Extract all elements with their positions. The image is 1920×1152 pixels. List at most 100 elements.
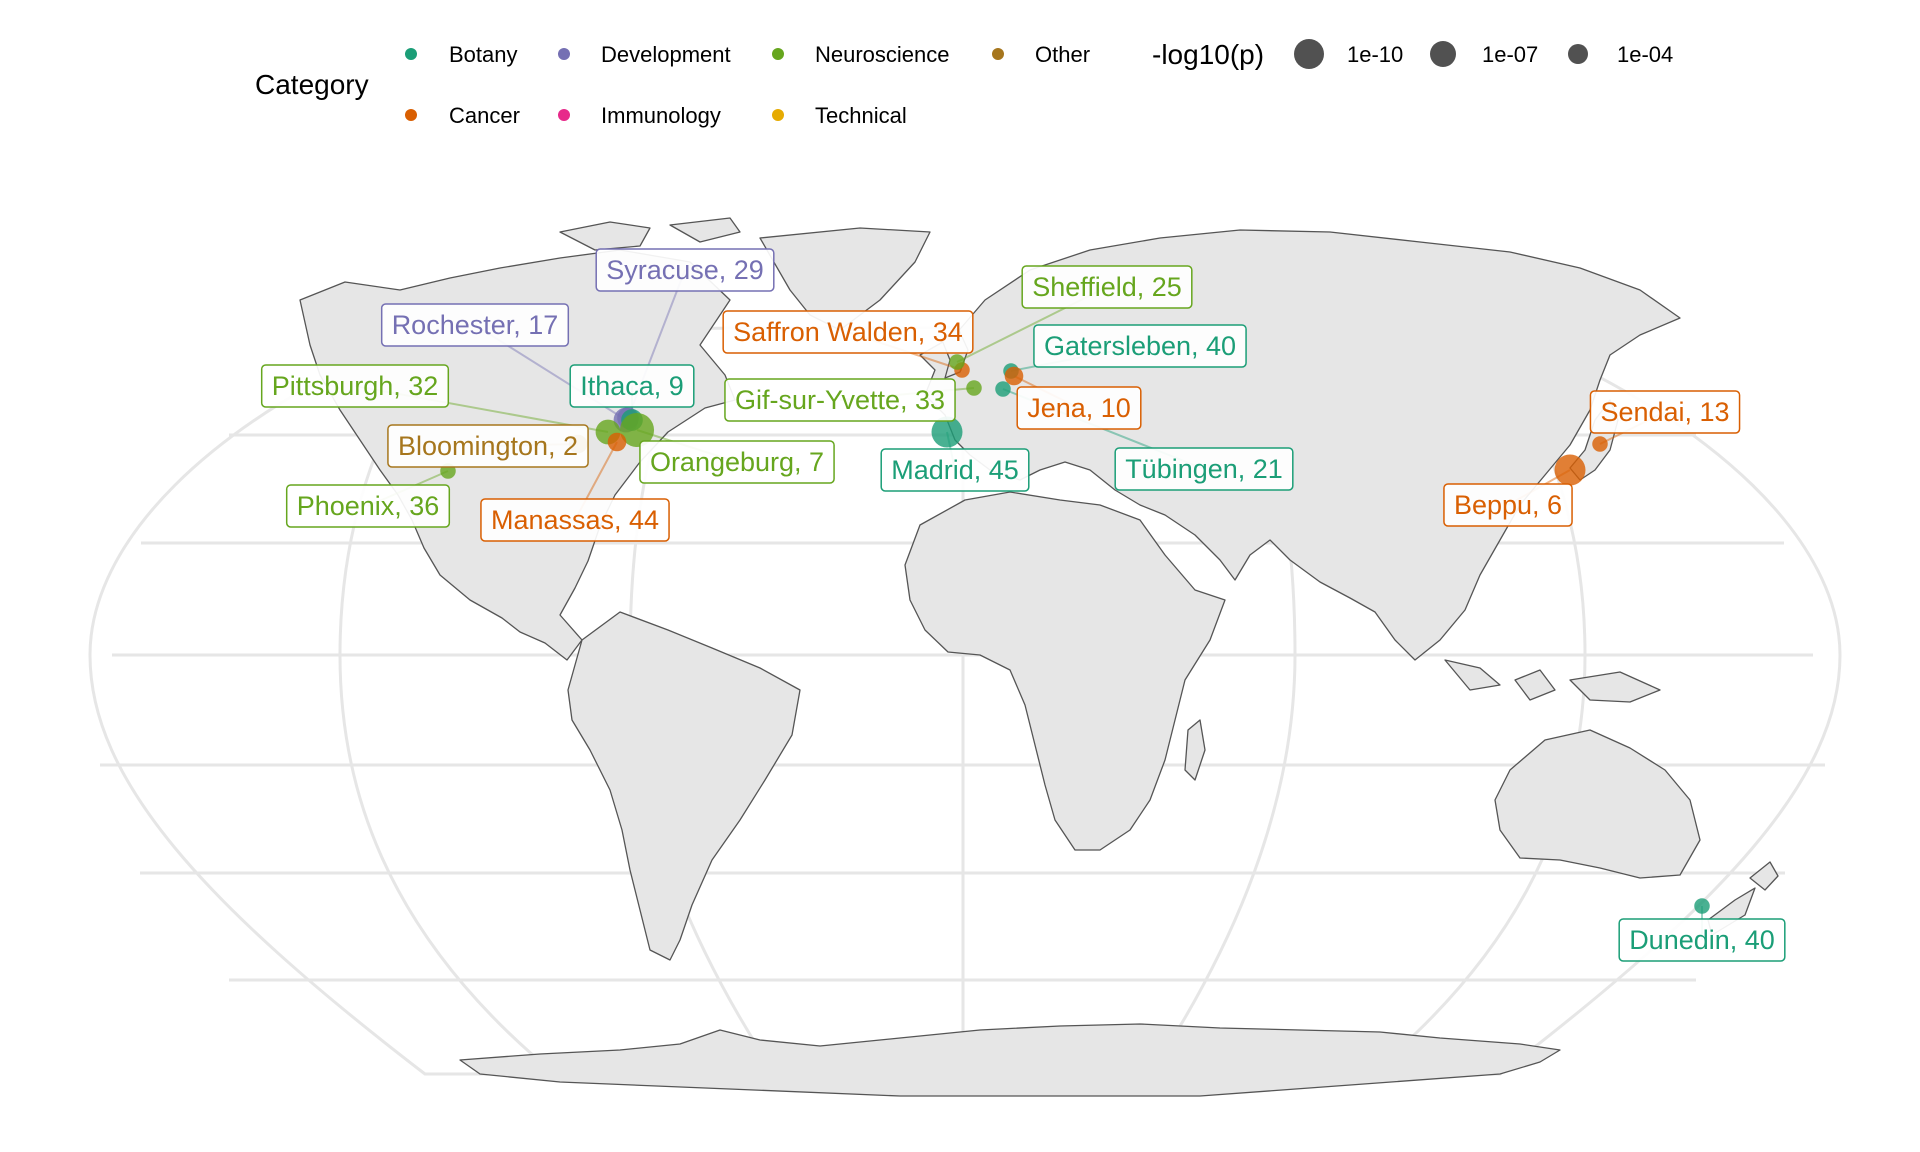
city-label-box-ithaca <box>569 364 695 408</box>
legend-size-dot-1e-07 <box>1430 41 1456 67</box>
city-point-dunedin[interactable] <box>1694 898 1710 914</box>
city-label-manassas: Manassas, 44 <box>480 498 670 542</box>
legend: Category Botany Development Neuroscience… <box>255 39 1673 128</box>
land-greenland <box>759 227 931 331</box>
city-label-text-orangeburg: Orangeburg, 7 <box>650 447 824 477</box>
legend-item-neuroscience: Neuroscience <box>772 42 950 67</box>
legend-swatch-technical <box>772 109 784 121</box>
legend-swatch-botany <box>405 48 417 60</box>
city-label-dunedin: Dunedin, 40 <box>1618 918 1786 962</box>
legend-size-item-1e-10: 1e-10 <box>1294 39 1403 69</box>
city-point-manassas[interactable] <box>607 432 627 452</box>
land-australia <box>1494 729 1701 879</box>
legend-size-label-1e-04: 1e-04 <box>1617 42 1673 67</box>
city-label-box-manassas <box>480 498 670 542</box>
city-label-t-bingen: Tübingen, 21 <box>1114 447 1294 491</box>
city-label-bloomington: Bloomington, 2 <box>387 424 589 468</box>
city-label-beppu: Beppu, 6 <box>1443 483 1573 527</box>
city-label-box-jena <box>1016 386 1142 430</box>
city-label-box-sheffield <box>1021 265 1193 309</box>
land-south-america <box>567 611 801 961</box>
city-label-text-sendai: Sendai, 13 <box>1600 397 1729 427</box>
city-label-text-bloomington: Bloomington, 2 <box>398 431 578 461</box>
land-indonesia <box>1444 659 1661 703</box>
city-label-text-sheffield: Sheffield, 25 <box>1032 272 1182 302</box>
city-label-gif-sur-yvette: Gif-sur-Yvette, 33 <box>724 378 956 422</box>
city-label-box-orangeburg <box>639 440 835 484</box>
city-label-box-syracuse <box>595 248 775 292</box>
legend-label-cancer: Cancer <box>449 103 520 128</box>
city-label-text-gif-sur-yvette: Gif-sur-Yvette, 33 <box>735 385 945 415</box>
city-point-t-bingen[interactable] <box>995 381 1011 397</box>
city-point-orangeburg[interactable] <box>619 412 655 448</box>
city-point-sendai[interactable] <box>1592 436 1608 452</box>
legend-size-item-1e-07: 1e-07 <box>1430 41 1538 67</box>
city-label-text-gatersleben: Gatersleben, 40 <box>1044 331 1236 361</box>
legend-label-technical: Technical <box>815 103 907 128</box>
legend-swatch-development <box>558 48 570 60</box>
city-label-box-pittsburgh <box>260 364 450 408</box>
city-label-madrid: Madrid, 45 <box>880 448 1030 492</box>
legend-label-development: Development <box>601 42 731 67</box>
legend-label-other: Other <box>1035 42 1090 67</box>
city-point-gif-sur-yvette[interactable] <box>966 380 982 396</box>
legend-label-neuroscience: Neuroscience <box>815 42 950 67</box>
legend-item-botany: Botany <box>405 42 518 67</box>
city-label-box-gif-sur-yvette <box>724 378 956 422</box>
legend-swatch-cancer <box>405 109 417 121</box>
city-label-box-phoenix <box>285 484 451 528</box>
legend-swatch-other <box>992 48 1004 60</box>
legend-item-immunology: Immunology <box>558 103 721 128</box>
city-label-text-beppu: Beppu, 6 <box>1454 490 1562 520</box>
city-label-orangeburg: Orangeburg, 7 <box>639 440 835 484</box>
city-label-box-gatersleben <box>1033 324 1247 368</box>
city-label-text-dunedin: Dunedin, 40 <box>1629 925 1775 955</box>
legend-item-cancer: Cancer <box>405 103 520 128</box>
city-label-phoenix: Phoenix, 36 <box>285 484 451 528</box>
city-label-box-rochester <box>380 303 570 347</box>
city-point-sheffield[interactable] <box>949 354 965 370</box>
city-labels: Syracuse, 29 Rochester, 17 Ithaca, 9 Pittsb… <box>260 248 1786 962</box>
land-africa <box>904 491 1226 851</box>
city-label-sendai: Sendai, 13 <box>1589 390 1741 434</box>
city-label-text-saffron-walden: Saffron Walden, 34 <box>733 317 963 347</box>
land-madagascar <box>1184 719 1206 781</box>
land-arctic-islands <box>559 217 741 251</box>
legend-size-title: -log10(p) <box>1152 39 1264 70</box>
city-label-text-pittsburgh: Pittsburgh, 32 <box>272 371 439 401</box>
legend-size-label-1e-10: 1e-10 <box>1347 42 1403 67</box>
legend-item-technical: Technical <box>772 103 907 128</box>
city-point-madrid[interactable] <box>931 416 963 448</box>
city-label-text-syracuse: Syracuse, 29 <box>606 255 764 285</box>
land-antarctica <box>459 1023 1561 1097</box>
legend-size-dot-1e-04 <box>1568 44 1588 64</box>
city-points <box>440 354 1710 914</box>
city-label-text-madrid: Madrid, 45 <box>891 455 1019 485</box>
city-label-text-t-bingen: Tübingen, 21 <box>1125 454 1283 484</box>
city-label-pittsburgh: Pittsburgh, 32 <box>260 364 450 408</box>
city-point-jena[interactable] <box>1004 366 1024 386</box>
city-label-text-rochester: Rochester, 17 <box>392 310 559 340</box>
legend-category-title: Category <box>255 69 369 100</box>
city-label-text-manassas: Manassas, 44 <box>491 505 659 535</box>
city-label-box-madrid <box>880 448 1030 492</box>
legend-item-development: Development <box>558 42 731 67</box>
city-label-rochester: Rochester, 17 <box>380 303 570 347</box>
city-point-beppu[interactable] <box>1554 454 1586 486</box>
city-label-text-phoenix: Phoenix, 36 <box>297 491 440 521</box>
city-label-text-ithaca: Ithaca, 9 <box>580 371 684 401</box>
city-label-gatersleben: Gatersleben, 40 <box>1033 324 1247 368</box>
city-label-box-t-bingen <box>1114 447 1294 491</box>
city-label-text-jena: Jena, 10 <box>1027 393 1131 423</box>
city-label-box-sendai <box>1589 390 1741 434</box>
city-label-jena: Jena, 10 <box>1016 386 1142 430</box>
legend-swatch-immunology <box>558 109 570 121</box>
legend-label-immunology: Immunology <box>601 103 721 128</box>
city-label-ithaca: Ithaca, 9 <box>569 364 695 408</box>
city-label-syracuse: Syracuse, 29 <box>595 248 775 292</box>
legend-size-item-1e-04: 1e-04 <box>1568 42 1673 67</box>
city-label-box-beppu <box>1443 483 1573 527</box>
city-label-sheffield: Sheffield, 25 <box>1021 265 1193 309</box>
legend-size-label-1e-07: 1e-07 <box>1482 42 1538 67</box>
